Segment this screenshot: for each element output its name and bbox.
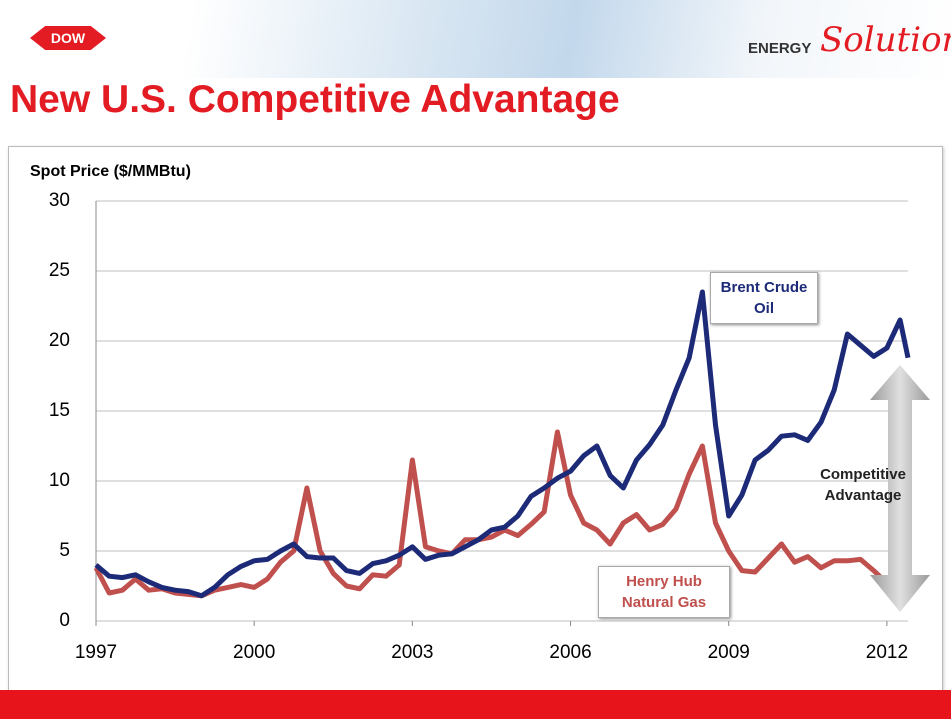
x-tick-label: 2000 — [233, 642, 275, 663]
x-tick-label: 1997 — [75, 642, 117, 663]
y-tick-label: 15 — [49, 400, 70, 421]
x-tick-label: 2003 — [391, 642, 433, 663]
series-line — [94, 289, 911, 599]
brand-name: Solutions — [820, 20, 951, 60]
y-tick-label: 10 — [49, 470, 70, 491]
x-tick-label: 2012 — [866, 642, 908, 663]
x-tick-label: 2009 — [708, 642, 750, 663]
header — [0, 0, 951, 78]
footer-bar — [0, 690, 951, 719]
series-line — [93, 429, 910, 599]
x-tick-label: 2006 — [549, 642, 591, 663]
grid — [96, 200, 908, 622]
y-tick-label: 20 — [49, 330, 70, 351]
y-tick-label: 5 — [59, 540, 70, 561]
annotation: Competitive Advantage — [820, 466, 906, 504]
slide-title: New U.S. Competitive Advantage — [10, 78, 620, 121]
advantage-arrow — [870, 365, 930, 612]
y-axis-label: Spot Price ($/MMBtu) — [30, 163, 191, 180]
brand-prefix: ENERGY — [748, 40, 812, 57]
y-tick-label: 0 — [59, 610, 70, 631]
y-tick-label: 30 — [49, 190, 70, 211]
series-label: Henry Hub Natural Gas — [598, 566, 730, 618]
logo: DOW — [30, 26, 106, 50]
series-label: Brent Crude Oil — [710, 272, 818, 324]
y-tick-label: 25 — [49, 260, 70, 281]
